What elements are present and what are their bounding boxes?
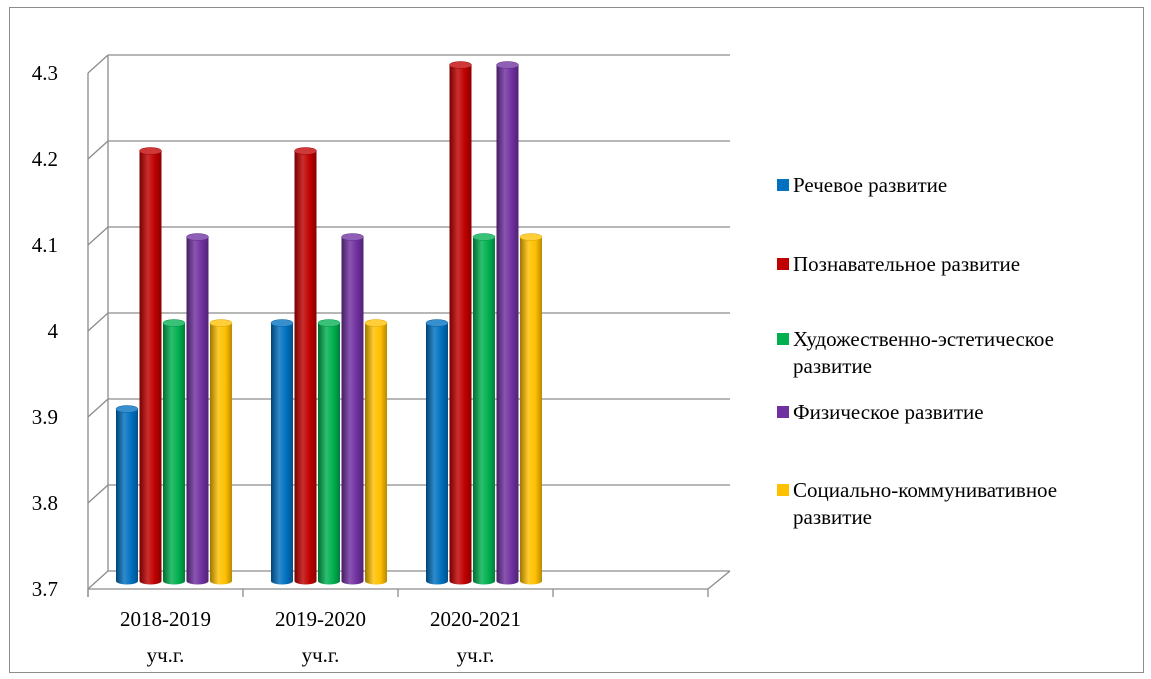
legend-label: Художественно-эстетическое развитие [793,327,1055,378]
bar [294,147,317,585]
y-tick-label: 4 [48,319,59,343]
bar-body [271,323,293,585]
gridline-connector [87,570,109,590]
x-tick-label: уч.г. [147,643,185,667]
bar-cap [425,319,449,327]
legend-swatch [777,179,789,191]
x-tick-label: 2020-2021 [430,607,521,631]
bar [425,319,449,585]
legend-label: Физическое развитие [793,400,984,424]
bar-body [294,151,317,585]
bar [162,319,186,585]
bar-body [163,323,185,585]
gridline-connector [87,54,109,74]
bar-body [210,323,232,585]
x-tick-label: уч.г. [457,643,495,667]
bar-cap [496,61,519,69]
gridline-connector [87,484,109,504]
legend-item-cognitive: Познавательное развитие [777,251,1020,278]
bar-cap [186,233,209,241]
bar-cap [139,147,162,155]
label-layer: 3.7 3.8 3.9 4 4.1 4.2 4.3 2018-2019 уч.г. 2019-20… [32,61,521,667]
bar-body [496,65,519,585]
bar [496,61,519,585]
bar-cap [270,319,294,327]
bar [472,233,496,585]
y-tick-label: 3.7 [32,577,58,601]
x-tick-label: 2019-2020 [275,607,366,631]
gridline-connector [87,226,109,246]
x-tick-label: уч.г. [302,643,340,667]
legend-item-physical: Физическое развитие [777,399,984,426]
legend-swatch [777,406,789,418]
bar [186,233,209,585]
gridline-connector [87,312,109,332]
bar-cap [519,233,543,241]
bar-body [449,65,472,585]
y-tick-label: 3.8 [32,491,58,515]
bar [139,147,162,585]
bar-cap [449,61,472,69]
axis-layer [87,55,731,597]
x-tick-label: 2018-2019 [120,607,211,631]
y-tick-label: 4.2 [32,147,58,171]
bar [449,61,472,585]
bar-body [341,237,364,585]
bar-cap [209,319,233,327]
bar-cap [115,405,139,413]
y-tick-label: 3.9 [32,405,58,429]
bar [317,319,341,585]
floor-edge [707,570,731,590]
bar-layer [115,61,543,585]
legend-label: Речевое развитие [793,173,948,197]
bar-body [139,151,162,585]
bar-cap [162,319,186,327]
bar-body [520,237,542,585]
bar-body [426,323,448,585]
bar-cap [294,147,317,155]
bar [115,405,139,585]
legend-item-speech: Речевое развитие [777,172,947,199]
y-tick-label: 4.3 [32,61,58,85]
legend-swatch [777,258,789,270]
bar-cap [472,233,496,241]
gridline-connector [87,140,109,160]
legend-swatch [777,484,789,496]
bar [364,319,388,585]
bar-cap [364,319,388,327]
legend-swatch [777,333,789,345]
y-tick-label: 4.1 [32,233,58,257]
legend-item-social: Социально-коммунивативное развитие [777,477,1113,531]
bar-body [365,323,387,585]
bar-body [473,237,495,585]
legend-label: Познавательное развитие [793,252,1021,276]
bar [209,319,233,585]
bar [519,233,543,585]
bar-cap [341,233,364,241]
bar [341,233,364,585]
bar [270,319,294,585]
bar-body [318,323,340,585]
legend-label: Социально-коммунивативное развитие [793,478,1058,529]
bar-cap [317,319,341,327]
bar-body [186,237,209,585]
gridline-connector [87,398,109,418]
legend-item-artistic: Художественно-эстетическое развитие [777,326,1113,380]
bar-body [116,409,138,585]
